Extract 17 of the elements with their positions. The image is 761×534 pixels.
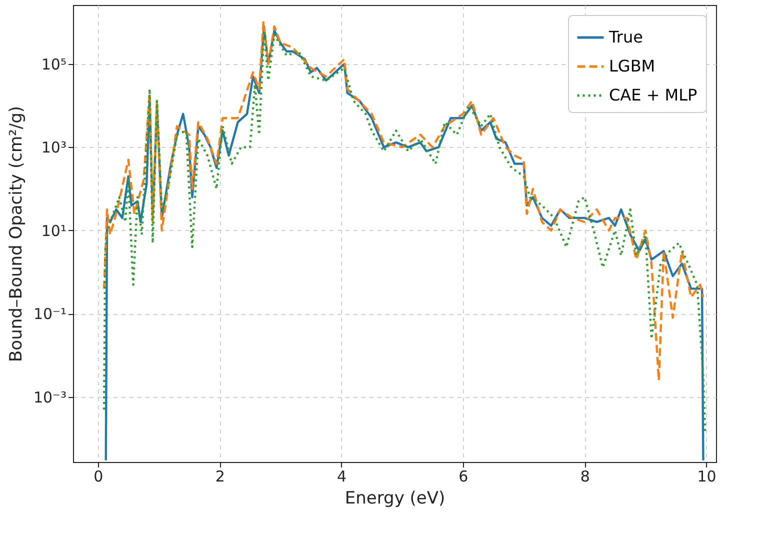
y-tick-label: 10⁻¹ (33, 305, 66, 324)
y-tick-label: 10³ (41, 138, 66, 157)
x-tick-label: 2 (215, 468, 225, 486)
x-tick-label: 6 (458, 468, 468, 486)
legend-label: True (608, 28, 643, 46)
y-axis-title: Bound–Bound Opacity (cm²/g) (6, 106, 26, 362)
x-tick-label: 0 (94, 468, 104, 486)
x-tick-label: 10 (697, 468, 716, 486)
y-tick-label: 10⁵ (41, 55, 66, 74)
y-tick-label: 10¹ (41, 222, 66, 240)
legend-label: CAE + MLP (609, 86, 698, 104)
y-tick-label: 10⁻³ (33, 388, 66, 407)
x-tick-label: 4 (337, 468, 347, 486)
x-axis-title: Energy (eV) (344, 488, 446, 508)
x-tick-label: 8 (580, 468, 590, 486)
line-series (102, 21, 704, 382)
legend-label: LGBM (609, 56, 656, 76)
